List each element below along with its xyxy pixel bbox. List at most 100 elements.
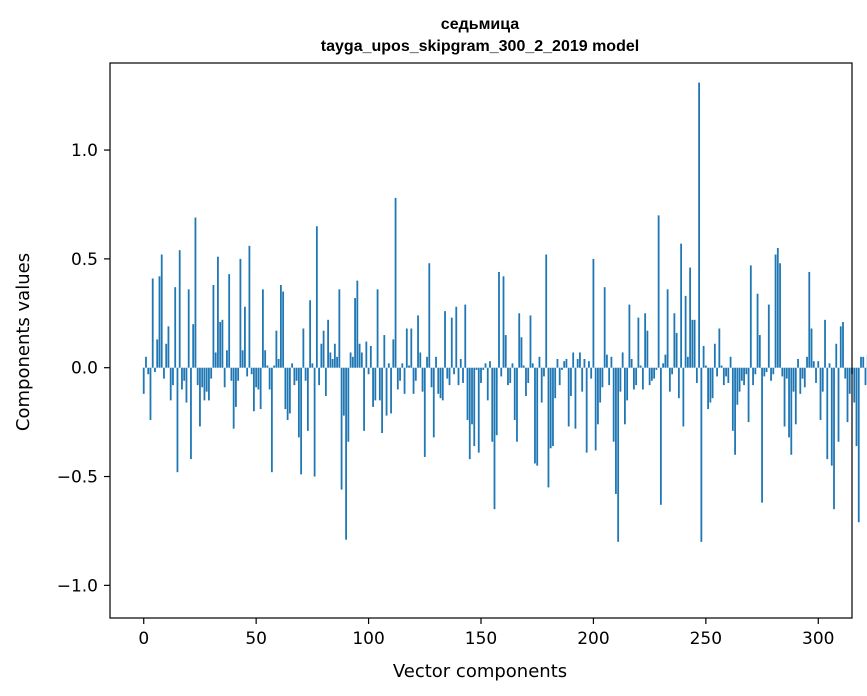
bar	[360, 352, 363, 368]
bar	[617, 367, 620, 542]
bar	[635, 367, 638, 386]
bar	[792, 367, 795, 392]
bar	[374, 367, 377, 401]
bar	[250, 367, 253, 375]
bar	[342, 367, 345, 416]
bar	[194, 217, 197, 368]
bar	[221, 319, 224, 368]
bar	[378, 367, 381, 401]
bar	[253, 367, 255, 412]
bar	[826, 367, 829, 460]
bar	[853, 367, 856, 403]
bar	[396, 367, 399, 390]
x-tick-label: 100	[352, 629, 384, 649]
bar	[390, 367, 392, 414]
bar	[504, 335, 507, 368]
bar	[666, 289, 669, 368]
bar	[772, 367, 775, 375]
bar	[174, 287, 177, 368]
bar	[864, 367, 867, 386]
bar	[558, 367, 561, 386]
bar	[309, 300, 312, 368]
bar	[588, 361, 590, 368]
bar	[286, 367, 289, 420]
bar	[417, 315, 419, 368]
bar	[311, 363, 314, 368]
bar	[282, 291, 285, 368]
bar	[538, 356, 541, 368]
bar	[691, 319, 694, 368]
bar	[491, 367, 494, 442]
bar	[729, 356, 732, 368]
bar	[230, 367, 233, 381]
bar	[264, 350, 267, 368]
bar	[262, 289, 264, 368]
bar	[639, 365, 642, 368]
bar	[621, 352, 624, 368]
bar	[327, 319, 329, 368]
bar	[201, 367, 204, 388]
bar	[835, 343, 838, 368]
bar	[235, 367, 237, 407]
bar	[626, 367, 629, 401]
bar	[749, 265, 752, 368]
bar	[725, 367, 727, 377]
bar	[421, 367, 424, 392]
bar	[817, 361, 820, 368]
bar	[199, 367, 201, 427]
bar	[423, 367, 426, 457]
bar	[509, 367, 512, 383]
bar	[324, 367, 327, 396]
bar	[758, 335, 761, 368]
bar	[473, 367, 476, 447]
y-axis-label: Components values	[13, 253, 34, 431]
bar	[392, 339, 395, 368]
bar	[601, 367, 604, 388]
bar	[606, 354, 608, 368]
bar	[169, 367, 172, 401]
bar	[268, 367, 271, 390]
bar	[648, 367, 651, 386]
bar	[653, 367, 656, 379]
bar	[297, 367, 300, 438]
bar	[320, 343, 323, 368]
bar	[507, 367, 509, 386]
x-axis-ticks: 0 50 100 150 200 250 300	[138, 618, 834, 649]
bar	[668, 367, 671, 392]
bar	[363, 367, 365, 431]
bar	[531, 363, 534, 368]
bar	[781, 367, 784, 377]
bar	[752, 367, 754, 386]
bar	[347, 367, 350, 442]
bar	[385, 367, 388, 416]
bar	[561, 367, 563, 370]
bar	[471, 367, 473, 425]
bar	[192, 324, 195, 368]
bar	[522, 365, 525, 368]
bar	[862, 356, 865, 368]
bar	[459, 359, 462, 368]
x-tick-label: 0	[138, 629, 149, 649]
bar	[644, 313, 647, 368]
bar	[756, 293, 759, 368]
bar	[410, 328, 413, 368]
bar	[293, 367, 296, 386]
bar	[185, 367, 188, 403]
bar	[513, 367, 516, 420]
y-tick-label: 0.5	[71, 250, 98, 270]
bar	[830, 367, 833, 466]
bar	[650, 367, 653, 381]
bar	[318, 367, 321, 386]
bar	[774, 254, 777, 368]
bar	[704, 365, 707, 368]
bar	[727, 367, 730, 383]
bar	[145, 356, 147, 368]
bar	[401, 363, 404, 368]
bar	[794, 367, 797, 425]
bar	[711, 367, 714, 399]
bar	[731, 367, 734, 431]
bar	[480, 367, 482, 383]
bar	[502, 276, 505, 368]
bar	[637, 317, 640, 368]
bar	[585, 367, 588, 453]
